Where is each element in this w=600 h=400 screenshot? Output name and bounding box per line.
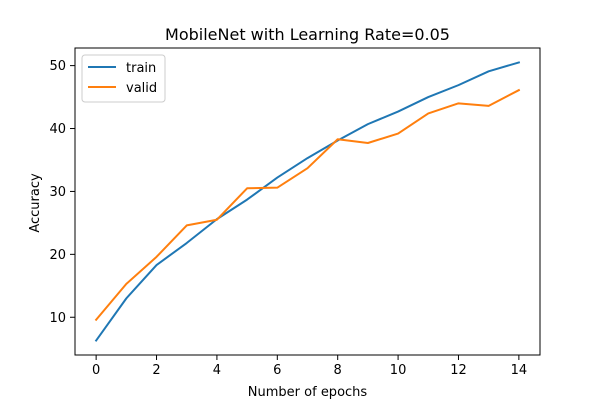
- legend-label-valid: valid: [126, 81, 157, 96]
- legend: train valid: [81, 54, 166, 103]
- chart-title: MobileNet with Learning Rate=0.05: [165, 25, 450, 44]
- x-axis: 0 2 4 6 8 10 12 14: [92, 355, 527, 378]
- plot-lines: [94, 61, 521, 342]
- y-axis: 10 20 30 40 50: [49, 59, 75, 326]
- y-tick-label: 10: [49, 311, 66, 326]
- y-tick-label: 30: [49, 185, 66, 200]
- x-tick-label: 2: [152, 363, 160, 378]
- y-tick-label: 40: [49, 122, 66, 137]
- series-line-valid: [94, 88, 521, 322]
- x-tick-label: 14: [511, 363, 528, 378]
- legend-label-train: train: [126, 61, 156, 76]
- plot-frame: [74, 47, 541, 356]
- series-line-train: [94, 61, 521, 342]
- y-tick-label: 20: [49, 248, 66, 263]
- y-tick-label: 50: [49, 59, 66, 74]
- x-tick-label: 6: [273, 363, 281, 378]
- x-tick-label: 4: [213, 363, 221, 378]
- x-axis-title: Number of epochs: [248, 385, 368, 400]
- x-tick-label: 10: [390, 363, 407, 378]
- x-tick-label: 12: [450, 363, 467, 378]
- y-axis-title: Accuracy: [28, 173, 43, 233]
- x-tick-label: 0: [92, 363, 100, 378]
- x-tick-label: 8: [334, 363, 342, 378]
